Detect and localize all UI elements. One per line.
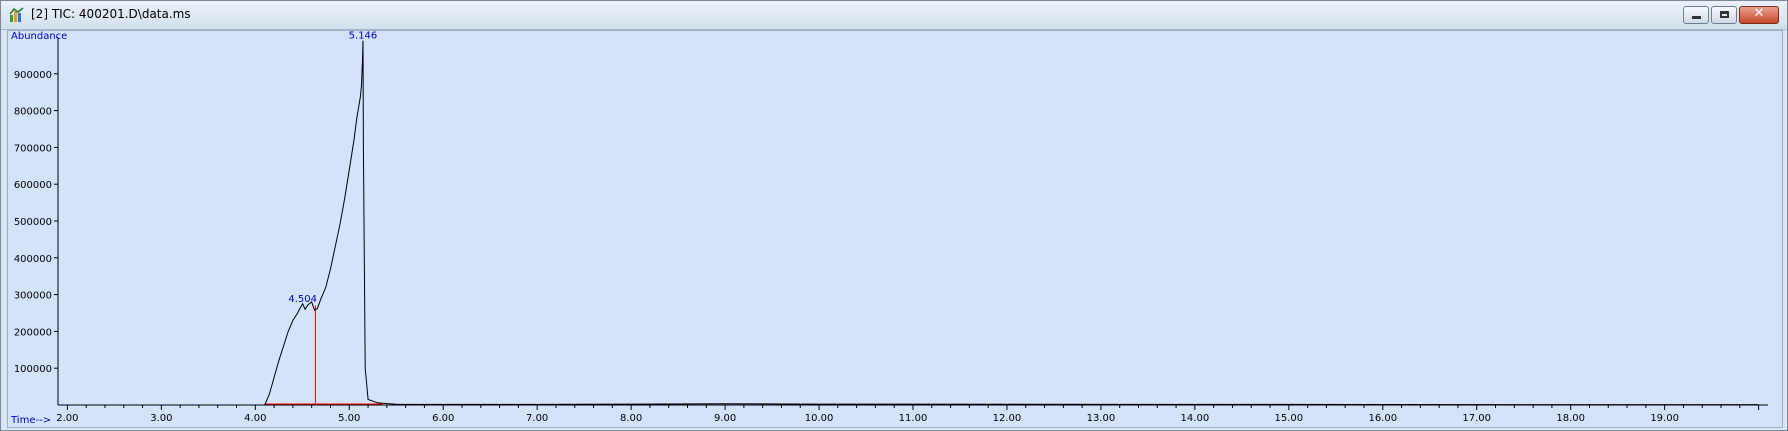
- y-tick-label: 200000: [14, 327, 52, 338]
- chromatogram-app-icon: [9, 7, 24, 22]
- x-tick-label: 17.00: [1462, 413, 1491, 424]
- peak-label: 4.504: [288, 294, 317, 305]
- y-tick-label: 500000: [14, 217, 52, 228]
- x-tick-label: 7.00: [526, 413, 548, 424]
- close-button[interactable]: ✕: [1739, 6, 1779, 24]
- x-tick-label: 14.00: [1181, 413, 1210, 424]
- peak-label: 5.146: [349, 31, 378, 42]
- restore-icon: [1720, 11, 1729, 18]
- integration-baselines: [264, 305, 383, 405]
- y-axis-label: Abundance: [11, 31, 67, 42]
- y-tick-label: 800000: [14, 107, 52, 118]
- restore-button[interactable]: [1711, 6, 1737, 24]
- plot-area[interactable]: 100000 200000 300000 400000 500000 600000 7000…: [7, 30, 1783, 428]
- x-tick-label: 4.00: [244, 413, 266, 424]
- x-tick-label: 18.00: [1556, 413, 1585, 424]
- window-controls: ✕: [1683, 6, 1779, 24]
- title-bar[interactable]: [2] TIC: 400201.D\data.ms ✕: [1, 1, 1787, 30]
- peak-labels: 4.504 5.146: [288, 31, 377, 305]
- close-icon: ✕: [1753, 6, 1765, 21]
- y-axis-ticks: 100000 200000 300000 400000 500000 600000 7000…: [14, 70, 58, 375]
- x-tick-label: 8.00: [620, 413, 642, 424]
- tic-trace: [264, 40, 1759, 406]
- x-tick-label: 15.00: [1275, 413, 1304, 424]
- x-axis-ticks: 2.00 3.00 4.00 5.00 6.00 7.00 8.00 9.00 10.00 11.…: [56, 405, 1760, 424]
- x-tick-label: 2.00: [56, 413, 78, 424]
- window-title: [2] TIC: 400201.D\data.ms: [31, 7, 191, 21]
- x-tick-label: 16.00: [1368, 413, 1397, 424]
- x-tick-label: 5.00: [338, 413, 360, 424]
- y-tick-label: 900000: [14, 70, 52, 81]
- x-tick-label: 9.00: [714, 413, 736, 424]
- x-tick-label: 6.00: [432, 413, 454, 424]
- x-axis-label: Time-->: [10, 415, 51, 426]
- x-tick-label: 13.00: [1087, 413, 1116, 424]
- x-tick-label: 3.00: [150, 413, 172, 424]
- y-tick-label: 600000: [14, 180, 52, 191]
- y-tick-label: 300000: [14, 291, 52, 302]
- minimize-button[interactable]: [1683, 6, 1709, 24]
- x-tick-label: 12.00: [993, 413, 1022, 424]
- y-tick-label: 400000: [14, 254, 52, 265]
- chromatogram-chart[interactable]: 100000 200000 300000 400000 500000 600000 7000…: [8, 31, 1782, 427]
- minimize-icon: [1692, 16, 1701, 19]
- x-tick-label: 19.00: [1650, 413, 1679, 424]
- y-tick-label: 100000: [14, 364, 52, 375]
- x-tick-label: 10.00: [805, 413, 834, 424]
- x-tick-label: 11.00: [899, 413, 928, 424]
- y-tick-label: 700000: [14, 143, 52, 154]
